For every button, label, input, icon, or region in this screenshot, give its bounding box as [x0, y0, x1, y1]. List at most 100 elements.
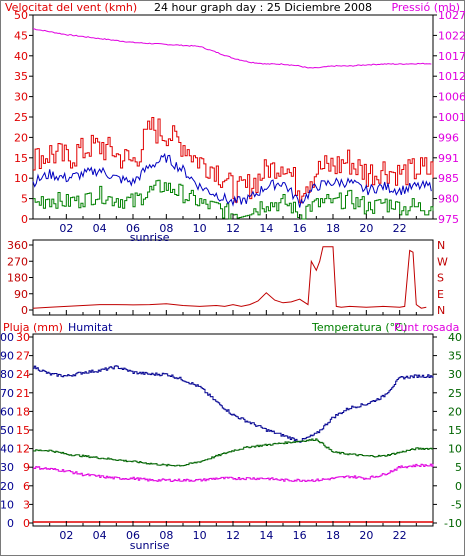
hour-label-top: 12: [226, 222, 240, 235]
humidity-axis-title: Humitat: [68, 321, 113, 334]
hour-label-top: 06: [126, 222, 140, 235]
wind-tick-label: 35: [14, 70, 28, 83]
x-axis-layer: 02 02 04 04 06 06 08 08 10 10 12 12 14 14 16 16 18 18 20 20…: [49, 214, 417, 552]
sunrise-label-top: sunrise: [130, 231, 170, 244]
humidity-tick-label: 50: [0, 424, 14, 437]
rain-tick-label: 9: [23, 461, 30, 474]
compass-tick-label: E: [437, 288, 444, 301]
pressure-tick-label: 985: [438, 172, 459, 185]
direction-tick-label: 0: [21, 304, 28, 317]
pressure-tick-label: 1006: [438, 91, 465, 104]
direction-tick-label: 270: [7, 255, 28, 268]
hour-label-top: 20: [359, 222, 373, 235]
rain-tick-label: 30: [16, 331, 30, 344]
hour-label-bottom: 02: [59, 529, 73, 542]
hour-label-top: 16: [293, 222, 307, 235]
direction-series-line: [32, 246, 427, 309]
hour-label-bottom: 16: [293, 529, 307, 542]
wind-min-series-line: [33, 179, 434, 220]
temperature-tick-label: 40: [448, 331, 462, 344]
wind-tick-label: 45: [14, 29, 28, 42]
hour-label-top: 22: [393, 222, 407, 235]
hour-label-top: 14: [259, 222, 273, 235]
sunrise-label-bottom: sunrise: [130, 539, 170, 552]
rain-tick-label: 21: [16, 387, 30, 400]
temperature-tick-label: 35: [448, 350, 462, 363]
pressure-series-line: [32, 28, 432, 69]
wind-tick-label: 15: [14, 152, 28, 165]
hour-label-top: 04: [93, 222, 107, 235]
hour-label-bottom: 08: [159, 529, 173, 542]
temperature-tick-label: 15: [448, 424, 462, 437]
series-layer: [32, 28, 434, 523]
temperature-tick-label: 20: [448, 405, 462, 418]
wind-tick-label: 30: [14, 91, 28, 104]
temperature-tick-label: 5: [455, 461, 462, 474]
hour-label-top: 10: [193, 222, 207, 235]
humidity-tick-label: 40: [0, 443, 14, 456]
temperature-series-line: [33, 438, 434, 467]
humidity-tick-label: 0: [7, 517, 14, 530]
humidity-tick-label: 90: [0, 350, 14, 363]
pressure-tick-label: 991: [438, 152, 459, 165]
compass-tick-label: N: [437, 304, 445, 317]
chart-title: 24 hour graph day : 25 Diciembre 2008: [154, 1, 372, 14]
pressure-tick-label: 1012: [438, 70, 465, 83]
pressure-tick-label: 1027: [438, 9, 465, 22]
temperature-tick-label: 10: [448, 443, 462, 456]
hour-label-bottom: 18: [326, 529, 340, 542]
temperature-tick-label: -10: [444, 517, 462, 530]
temperature-tick-label: 25: [448, 387, 462, 400]
direction-tick-label: 90: [14, 288, 28, 301]
hour-label-top: 08: [159, 222, 173, 235]
rain-tick-label: 27: [16, 350, 30, 363]
hour-label-bottom: 10: [193, 529, 207, 542]
direction-tick-label: 360: [7, 239, 28, 252]
hour-label-bottom: 20: [359, 529, 373, 542]
humidity-tick-label: 30: [0, 461, 14, 474]
hour-label-top: 02: [59, 222, 73, 235]
compass-tick-label: W: [437, 255, 448, 268]
temperature-tick-label: -5: [451, 498, 462, 511]
hour-label-bottom: 06: [126, 529, 140, 542]
compass-tick-label: N: [437, 239, 445, 252]
axis-ticks-layer: 0510152025303540455097598098599199610011…: [0, 9, 465, 530]
pressure-tick-label: 996: [438, 131, 459, 144]
pressure-tick-label: 1001: [438, 111, 465, 124]
wind-avg-series-line: [32, 152, 432, 208]
wind-tick-label: 25: [14, 111, 28, 124]
rain-tick-label: 24: [16, 368, 30, 381]
wind-tick-label: 0: [21, 213, 28, 226]
rain-axis-title: Pluja (mm): [3, 321, 63, 334]
dewpoint-series-line: [33, 463, 434, 482]
temperature-tick-label: 0: [455, 480, 462, 493]
wind-tick-label: 20: [14, 131, 28, 144]
temperature-tick-label: 30: [448, 368, 462, 381]
humidity-series-line: [33, 365, 434, 443]
pressure-tick-label: 1022: [438, 29, 465, 42]
humidity-tick-label: 60: [0, 405, 14, 418]
hour-label-top: 18: [326, 222, 340, 235]
pressure-tick-label: 975: [438, 213, 459, 226]
humidity-tick-label: 100: [0, 331, 14, 344]
rain-tick-label: 3: [23, 498, 30, 511]
pressure-axis-title: Pressió (mb): [391, 1, 460, 14]
hour-label-bottom: 12: [226, 529, 240, 542]
wind-tick-label: 5: [21, 193, 28, 206]
wind-tick-label: 10: [14, 172, 28, 185]
hour-label-bottom: 22: [393, 529, 407, 542]
dewpoint-axis-title: Punt rosada: [394, 321, 459, 334]
humidity-tick-label: 80: [0, 368, 14, 381]
wind-tick-label: 40: [14, 50, 28, 63]
hour-label-bottom: 14: [259, 529, 273, 542]
rain-tick-label: 0: [23, 517, 30, 530]
wind-max-series-line: [33, 117, 434, 204]
pressure-tick-label: 1017: [438, 50, 465, 63]
compass-tick-label: S: [437, 272, 444, 285]
humidity-tick-label: 70: [0, 387, 14, 400]
rain-tick-label: 6: [23, 480, 30, 493]
rain-tick-label: 18: [16, 405, 30, 418]
rain-tick-label: 12: [16, 443, 30, 456]
